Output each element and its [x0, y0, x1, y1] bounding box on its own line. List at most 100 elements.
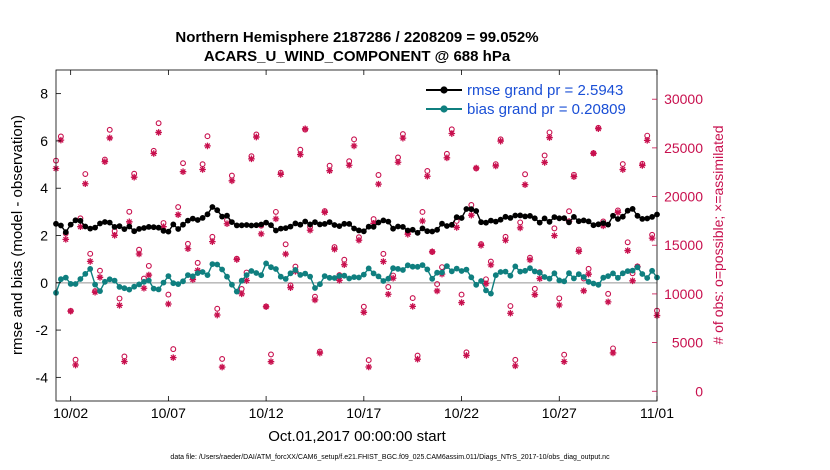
- rmse-point: [72, 217, 79, 224]
- bias-point: [404, 262, 411, 269]
- obs-assimilated-marker: [287, 284, 294, 291]
- obs-possible-marker: [365, 357, 372, 364]
- obs-assimilated-marker: [443, 154, 451, 162]
- obs-assimilated-marker: [316, 349, 324, 357]
- x-tick-label: 10/17: [346, 405, 381, 421]
- obs-assimilated-marker: [380, 258, 387, 265]
- rmse-point: [126, 223, 133, 230]
- bias-point: [326, 274, 333, 281]
- obs-assimilated-marker: [321, 209, 329, 216]
- obs-assimilated-marker: [306, 226, 314, 234]
- rmse-point: [571, 214, 577, 220]
- rmse-point: [170, 221, 177, 228]
- bias-point: [321, 273, 328, 279]
- bias-point: [400, 267, 406, 273]
- rmse-point: [351, 225, 357, 232]
- rmse-point: [229, 219, 235, 226]
- left-tick-label: -2: [36, 322, 49, 338]
- obs-possible-marker: [145, 262, 152, 269]
- x-tick-label: 10/12: [249, 405, 284, 421]
- obs-assimilated-marker: [355, 236, 363, 244]
- obs-assimilated-marker: [492, 162, 500, 170]
- obs-possible-marker: [512, 356, 519, 363]
- bias-point: [229, 281, 235, 288]
- bias-point: [121, 285, 128, 292]
- obs-assimilated-marker: [253, 133, 260, 141]
- chart-title-line2: ACARS_U_WIND_COMPONENT @ 688 hPa: [204, 48, 511, 65]
- obs-assimilated-marker: [116, 302, 123, 309]
- obs-assimilated-marker: [121, 358, 128, 365]
- obs-assimilated-marker: [424, 172, 431, 180]
- rmse-point: [546, 218, 553, 225]
- bias-point: [302, 270, 309, 277]
- rmse-point: [292, 220, 299, 227]
- rmse-point: [165, 228, 172, 235]
- obs-assimilated-marker: [199, 166, 206, 173]
- obs-assimilated-marker: [428, 248, 436, 256]
- obs-assimilated-marker: [174, 211, 182, 218]
- obs-possible-marker: [165, 291, 172, 298]
- obs-possible-marker: [458, 291, 465, 298]
- bias-point: [522, 267, 528, 274]
- obs-possible-marker: [380, 250, 387, 257]
- bias-point: [624, 268, 631, 274]
- rmse-point: [468, 206, 475, 213]
- obs-assimilated-marker: [209, 238, 216, 245]
- obs-assimilated-marker: [614, 209, 622, 216]
- bias-point: [82, 271, 89, 277]
- obs-assimilated-marker: [165, 300, 172, 308]
- obs-assimilated-marker: [223, 220, 231, 228]
- obs-possible-marker: [272, 208, 279, 215]
- obs-assimilated-marker: [609, 349, 617, 357]
- rmse-point: [258, 221, 265, 228]
- rmse-point: [580, 217, 587, 224]
- obs-possible-marker: [282, 241, 289, 248]
- rmse-point: [136, 226, 143, 232]
- bias-point: [385, 275, 392, 282]
- obs-possible-marker: [385, 284, 392, 290]
- bias-point: [297, 272, 304, 278]
- rmse-point: [404, 227, 411, 234]
- obs-assimilated-marker: [350, 142, 358, 150]
- left-tick-label: 0: [40, 275, 48, 291]
- bias-point: [492, 272, 499, 279]
- rmse-point: [155, 224, 162, 231]
- bias-point: [575, 271, 582, 278]
- rmse-point: [273, 227, 279, 234]
- bias-point: [590, 280, 597, 287]
- bias-point: [580, 274, 587, 280]
- rmse-point: [131, 228, 138, 235]
- bias-point: [282, 276, 289, 282]
- rmse-point: [97, 220, 103, 227]
- obs-assimilated-marker: [184, 245, 192, 253]
- right-tick-label: 5000: [672, 335, 703, 351]
- bias-point: [453, 265, 460, 272]
- rmse-point: [439, 220, 445, 227]
- obs-assimilated-marker: [150, 150, 158, 157]
- obs-assimilated-marker: [516, 224, 524, 232]
- obs-possible-marker: [97, 267, 103, 274]
- bias-point: [600, 274, 607, 281]
- obs-possible-marker: [561, 351, 568, 358]
- rmse-point: [336, 223, 343, 230]
- bias-point: [219, 266, 226, 273]
- bias-point: [502, 268, 509, 275]
- rmse-point: [209, 204, 216, 210]
- obs-possible-marker: [522, 171, 529, 178]
- rmse-point: [106, 219, 113, 226]
- bias-point: [395, 266, 401, 272]
- bias-point: [478, 278, 484, 284]
- rmse-point: [360, 228, 367, 235]
- bias-point: [424, 266, 431, 273]
- obs-possible-marker: [170, 346, 177, 353]
- obs-assimilated-marker: [414, 355, 421, 363]
- obs-assimilated-marker: [502, 236, 509, 244]
- bias-point: [185, 272, 191, 278]
- obs-assimilated-marker: [218, 363, 226, 371]
- rmse-point: [600, 220, 607, 227]
- obs-assimilated-marker: [570, 173, 578, 180]
- rmse-point: [282, 225, 289, 232]
- legend-rmse-label: rmse grand pr = 2.5943: [467, 82, 623, 99]
- rmse-point: [566, 219, 572, 226]
- obs-assimilated-marker: [326, 167, 333, 174]
